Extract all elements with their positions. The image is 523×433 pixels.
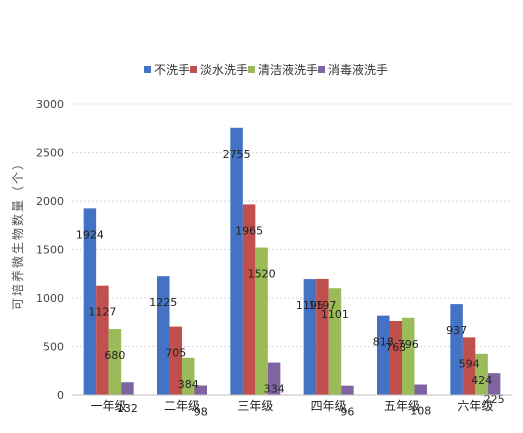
data-label: 796 (398, 338, 419, 351)
legend-entry: 清洁液洗手 (258, 62, 318, 77)
data-label: 705 (165, 347, 186, 360)
bar (462, 337, 476, 395)
bar (475, 353, 488, 395)
data-label: 225 (484, 393, 505, 406)
bar (242, 204, 256, 395)
data-labels: 1924 1127 680 132 1225 705 384 98 2755 1965 1520 33… (76, 148, 505, 419)
bar (96, 285, 109, 395)
data-label: 424 (471, 374, 492, 387)
bar (169, 326, 182, 395)
y-axis-ticks: 0 500 1000 1500 2000 2500 3000 (36, 98, 64, 402)
bar (182, 357, 195, 395)
y-tick-label: 3000 (36, 98, 64, 111)
category-label: 六年级 (457, 399, 493, 413)
data-label: 1225 (149, 296, 177, 309)
gridlines (72, 103, 512, 347)
y-tick-label: 1000 (36, 292, 64, 305)
legend-swatch (144, 66, 151, 73)
data-label: 1520 (248, 268, 276, 281)
legend-entry: 消毒液洗手 (328, 62, 388, 77)
bar (328, 288, 342, 395)
bars (83, 127, 501, 395)
category-label: 三年级 (237, 399, 273, 413)
bar (377, 315, 390, 395)
bar (157, 276, 170, 395)
data-label: 1197 (308, 299, 336, 312)
data-label: 818 (373, 336, 394, 349)
legend-entry: 淡水洗手 (200, 63, 248, 77)
data-label: 1127 (88, 306, 116, 319)
category-labels: 一年级 二年级 三年级 四年级 五年级 六年级 (91, 399, 494, 413)
legend: 不洗手 淡水洗手 清洁液洗手 消毒液洗手 (144, 62, 388, 77)
data-label: 763 (385, 341, 406, 354)
legend-swatch (318, 66, 325, 73)
data-label: 96 (340, 406, 354, 419)
bar (341, 385, 354, 395)
data-label: 1101 (321, 308, 349, 321)
data-label: 594 (459, 357, 480, 370)
legend-swatch (190, 66, 197, 73)
data-label: 1195 (296, 299, 324, 312)
y-axis-label: 可培养微生物数量（个） (10, 156, 25, 310)
bar (316, 278, 329, 395)
bar (194, 385, 207, 395)
data-label: 680 (104, 349, 125, 362)
data-label: 2755 (223, 148, 251, 161)
data-label: 132 (117, 402, 138, 415)
data-label: 98 (194, 405, 208, 418)
bar (487, 373, 501, 395)
data-label: 384 (178, 378, 199, 391)
legend-entry: 不洗手 (154, 63, 190, 77)
data-label: 1965 (235, 224, 263, 237)
data-label: 1924 (76, 228, 104, 241)
category-label: 一年级 (91, 399, 127, 413)
data-label: 937 (446, 324, 467, 337)
category-label: 五年级 (384, 399, 420, 413)
legend-swatch (248, 66, 255, 73)
bar (389, 320, 402, 395)
y-tick-label: 2500 (36, 147, 64, 160)
y-tick-label: 0 (57, 389, 64, 402)
bar (267, 362, 281, 395)
bar (255, 247, 268, 395)
bar (83, 208, 97, 395)
category-label: 二年级 (164, 399, 200, 413)
bar (303, 279, 317, 395)
bar (402, 317, 415, 395)
category-label: 四年级 (311, 399, 347, 413)
bar (108, 329, 122, 395)
y-tick-label: 2000 (36, 195, 64, 208)
bar (121, 382, 134, 395)
bar (230, 127, 243, 395)
bar (414, 384, 427, 395)
y-tick-label: 500 (43, 341, 64, 354)
y-tick-label: 1500 (36, 244, 64, 257)
bar (450, 304, 463, 395)
data-label: 108 (410, 405, 431, 418)
data-label: 334 (264, 383, 285, 396)
